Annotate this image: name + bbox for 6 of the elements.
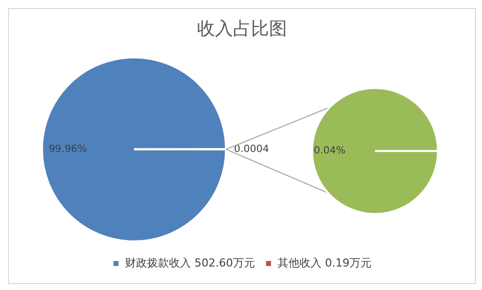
data-label: 99.96%: [48, 144, 87, 155]
text: 0.0004: [234, 144, 269, 155]
legend-label: 其他收入 0.19万元: [278, 256, 372, 270]
data-label: 0.04%: [314, 146, 346, 157]
chart-title: 收入占比图: [197, 18, 287, 40]
legend-label: 财政拨款收入 502.60万元: [125, 256, 256, 270]
